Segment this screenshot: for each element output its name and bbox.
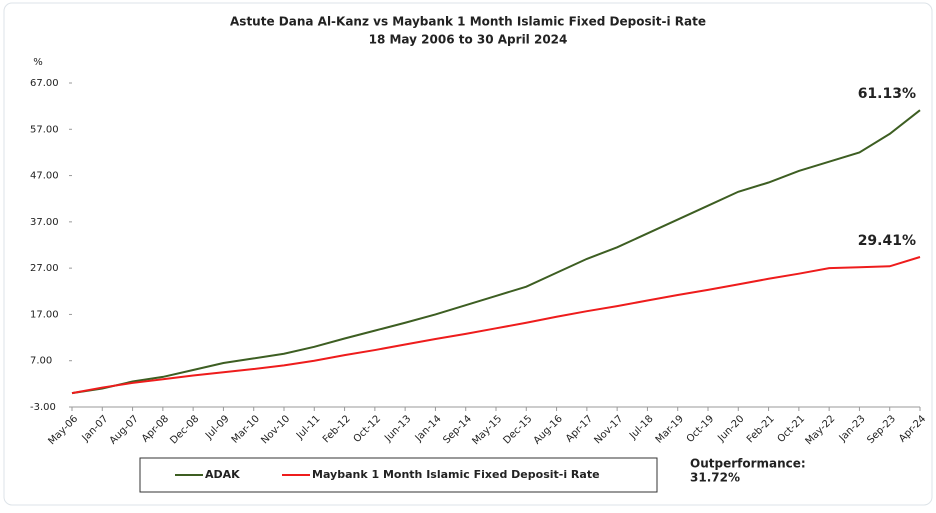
legend-label: Maybank 1 Month Islamic Fixed Deposit-i … xyxy=(312,468,600,481)
annotation: Outperformance: xyxy=(690,457,806,471)
y-tick-label: 57.00 xyxy=(30,124,59,135)
legend-label: ADAK xyxy=(205,468,240,481)
y-axis-label: % xyxy=(33,57,43,68)
y-tick-label: 47.00 xyxy=(30,171,59,182)
y-tick-label: 7.00 xyxy=(30,356,52,367)
legend-box xyxy=(139,457,658,493)
y-tick-label: 37.00 xyxy=(30,217,59,228)
y-tick-label: -3.00 xyxy=(30,402,56,413)
annotation: 31.72% xyxy=(690,471,740,485)
value-label: 61.13% xyxy=(858,86,916,102)
series-line xyxy=(71,109,921,395)
series-line xyxy=(71,256,921,395)
y-tick-label: 67.00 xyxy=(30,78,59,89)
chart-border xyxy=(3,2,933,506)
chart-subtitle: 18 May 2006 to 30 April 2024 xyxy=(369,33,568,47)
chart-title: Astute Dana Al-Kanz vs Maybank 1 Month I… xyxy=(230,15,706,29)
value-label: 29.41% xyxy=(858,233,916,249)
y-tick-label: 17.00 xyxy=(30,309,59,320)
y-tick-label: 27.00 xyxy=(30,263,59,274)
